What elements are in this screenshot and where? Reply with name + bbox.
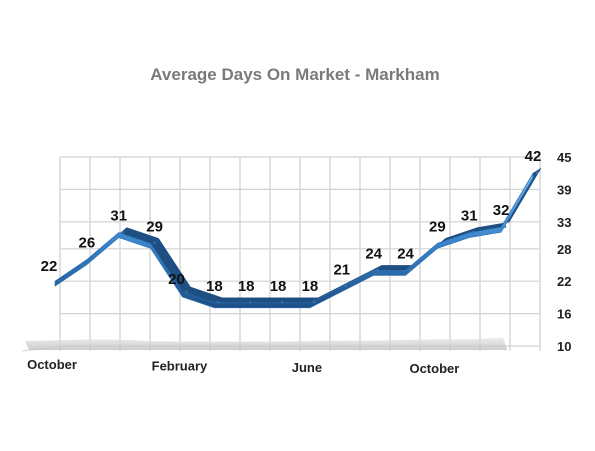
data-label: 32 [493,202,510,219]
data-point [249,301,252,304]
data-label: 21 [333,262,350,279]
data-label: 18 [302,278,319,295]
y-tick-label: 22 [557,274,571,289]
data-point [89,257,93,261]
data-point [408,268,411,272]
data-label: 29 [146,218,163,235]
data-label: 31 [110,208,127,225]
data-label: 29 [429,218,446,235]
data-point [217,301,220,304]
y-tick-label: 16 [557,307,571,322]
x-tick-label: October [27,357,77,372]
y-tick-label: 33 [557,215,571,230]
data-point [503,225,507,228]
y-tick-label: 10 [557,339,571,354]
data-point [312,301,316,304]
data-point [57,279,61,282]
x-tick-label: October [409,361,459,376]
data-point [535,171,539,174]
x-tick-label: February [152,358,208,373]
y-tick-label: 45 [557,150,571,165]
data-point [153,241,156,245]
data-point [440,241,443,245]
y-tick-label: 39 [557,182,571,197]
x-tick-label: June [292,360,322,375]
series-line [54,172,534,309]
data-point [185,290,188,293]
chart-title: Average Days On Market - Markham [150,65,439,84]
y-tick-label: 28 [557,242,571,257]
data-label: 31 [461,208,478,225]
data-label: 18 [206,278,223,295]
data-label: 24 [365,245,382,262]
data-label: 22 [41,258,58,275]
data-point [280,301,284,304]
data-point [344,284,347,288]
data-label: 26 [79,235,96,252]
data-point [376,268,379,272]
data-label: 24 [397,245,414,262]
data-label: 18 [238,278,255,295]
data-labels: 22 26 31 29 20 18 18 18 18 21 24 24 29 31 32 42 [41,148,542,295]
y-axis-ticks: 10 16 22 28 33 39 45 [557,150,571,354]
data-label: 20 [168,271,185,288]
data-point [472,230,475,234]
data-point [121,230,124,234]
series-layer [54,167,542,309]
x-axis-ticks: October February June October [27,357,459,376]
data-label: 18 [270,278,287,295]
floor-shadow [25,337,507,350]
data-label: 42 [525,148,542,165]
floor-shadow-ribbon [25,337,507,350]
